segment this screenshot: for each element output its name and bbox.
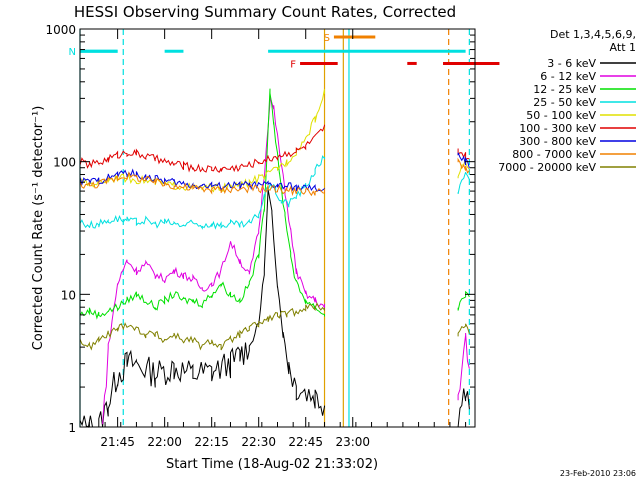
legend-label-4: 50 - 100 keV bbox=[526, 109, 596, 122]
series-line-3 bbox=[79, 155, 470, 230]
plot-area: F N S 1 10 100 1000 21:45 22:00 22:15 22:30 22:45 23… bbox=[45, 23, 500, 449]
series-line-7 bbox=[79, 157, 470, 197]
x-axis-label: Start Time (18-Aug-02 21:33:02) bbox=[166, 457, 378, 472]
legend-label-7: 800 - 7000 keV bbox=[512, 148, 596, 161]
y-tick-label-1: 10 bbox=[61, 288, 76, 302]
flag-label-n: N bbox=[69, 47, 76, 58]
y-tick-label-3: 1000 bbox=[45, 23, 76, 37]
series-line-6 bbox=[79, 152, 470, 193]
flag-label-f: F bbox=[290, 59, 296, 70]
legend-label-1: 6 - 12 keV bbox=[540, 70, 596, 83]
y-tick-label-0: 1 bbox=[68, 421, 76, 435]
flag-label-s: S bbox=[324, 33, 330, 44]
x-tick-label-4: 22:45 bbox=[288, 435, 323, 449]
legend-header-2: Att 1 bbox=[610, 41, 636, 54]
x-tick-label-0: 21:45 bbox=[100, 435, 135, 449]
x-tick-label-5: 23:00 bbox=[335, 435, 370, 449]
legend-label-2: 12 - 25 keV bbox=[533, 83, 596, 96]
legend-label-3: 25 - 50 keV bbox=[533, 96, 596, 109]
series-line-8 bbox=[79, 302, 470, 351]
footer-timestamp: 23-Feb-2010 23:06 bbox=[560, 469, 636, 478]
legend-label-0: 3 - 6 keV bbox=[547, 57, 596, 70]
series-line-2 bbox=[79, 88, 470, 320]
legend-header-1: Det 1,3,4,5,6,9, bbox=[550, 28, 636, 41]
y-axis-label: Corrected Count Rate (s⁻¹ detector⁻¹) bbox=[31, 106, 46, 351]
x-tick-label-1: 22:00 bbox=[147, 435, 182, 449]
legend-label-8: 7000 - 20000 keV bbox=[498, 161, 596, 174]
series-line-0 bbox=[79, 189, 470, 428]
legend-label-6: 300 - 800 keV bbox=[519, 135, 596, 148]
x-tick-label-3: 22:30 bbox=[241, 435, 276, 449]
y-tick-label-2: 100 bbox=[53, 156, 76, 170]
legend-label-5: 100 - 300 keV bbox=[519, 122, 596, 135]
chart-title: HESSI Observing Summary Count Rates, Cor… bbox=[74, 3, 456, 21]
series-line-1 bbox=[102, 96, 470, 425]
x-tick-label-2: 22:15 bbox=[194, 435, 229, 449]
